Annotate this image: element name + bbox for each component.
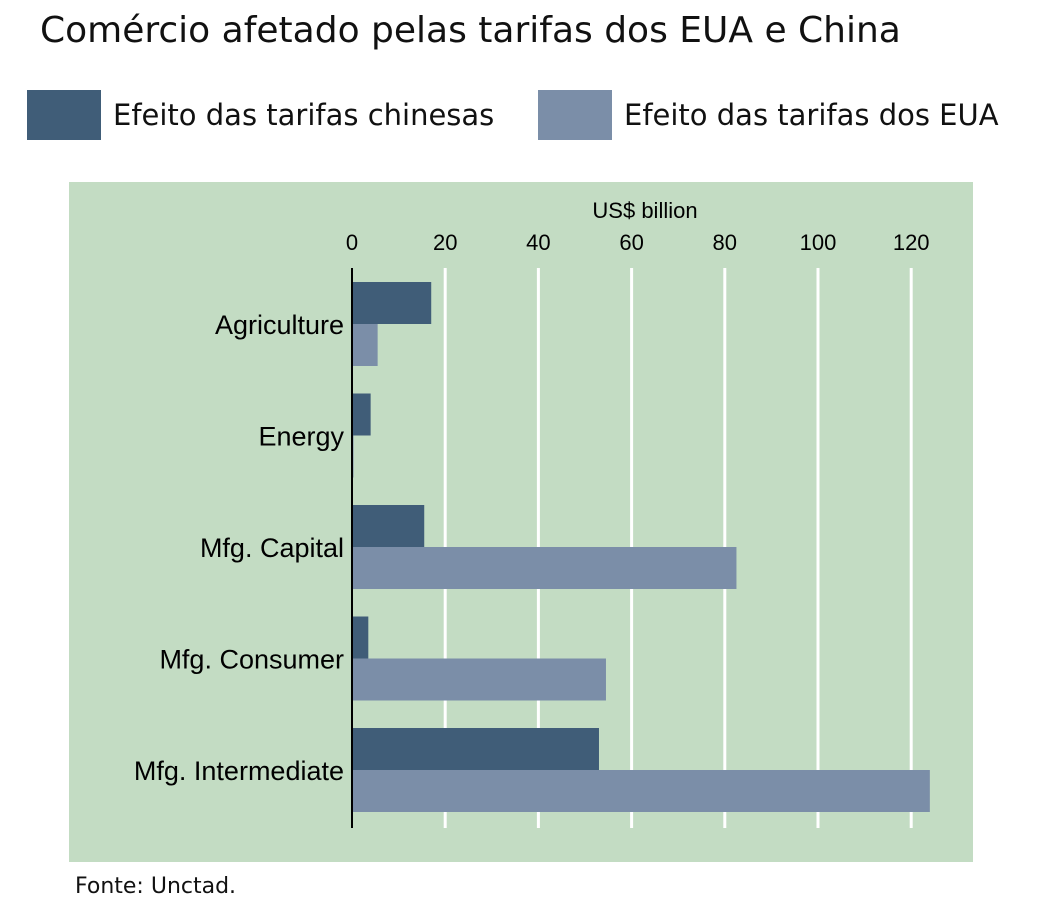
bar-us-tariffs	[352, 547, 737, 589]
source-note: Fonte: Unctad.	[75, 874, 237, 899]
x-axis-label: US$ billion	[592, 198, 697, 223]
legend-item-chinese-tariffs: Efeito das tarifas chinesas	[27, 90, 494, 140]
bar-chinese-tariffs	[352, 616, 369, 659]
bar-us-tariffs	[352, 324, 378, 366]
y-category-label: Agriculture	[215, 310, 344, 340]
bar-us-tariffs	[352, 658, 606, 701]
legend-label-us-tariffs: Efeito das tarifas dos EUA	[624, 98, 999, 132]
x-tick-label: 100	[800, 230, 837, 255]
x-tick-label: 20	[433, 230, 457, 255]
y-category-label: Energy	[258, 422, 344, 452]
y-category-label: Mfg. Consumer	[159, 645, 344, 675]
x-tick-label: 60	[619, 230, 643, 255]
bar-chinese-tariffs	[352, 728, 599, 770]
bar-chinese-tariffs	[352, 505, 425, 547]
x-tick-label: 40	[526, 230, 550, 255]
y-category-label: Mfg. Intermediate	[134, 756, 344, 786]
chart-title: Comércio afetado pelas tarifas dos EUA e…	[40, 10, 901, 51]
legend-swatch-us-tariffs	[538, 90, 612, 140]
legend-item-us-tariffs: Efeito das tarifas dos EUA	[538, 90, 999, 140]
bar-us-tariffs	[352, 770, 930, 812]
legend-swatch-chinese-tariffs	[27, 90, 101, 140]
x-tick-label: 0	[346, 230, 358, 255]
legend-label-chinese-tariffs: Efeito das tarifas chinesas	[113, 98, 495, 132]
x-tick-label: 120	[893, 230, 930, 255]
y-category-label: Mfg. Capital	[200, 533, 344, 563]
x-tick-label: 80	[713, 230, 737, 255]
bar-chinese-tariffs	[352, 393, 371, 436]
bar-chinese-tariffs	[352, 282, 432, 324]
